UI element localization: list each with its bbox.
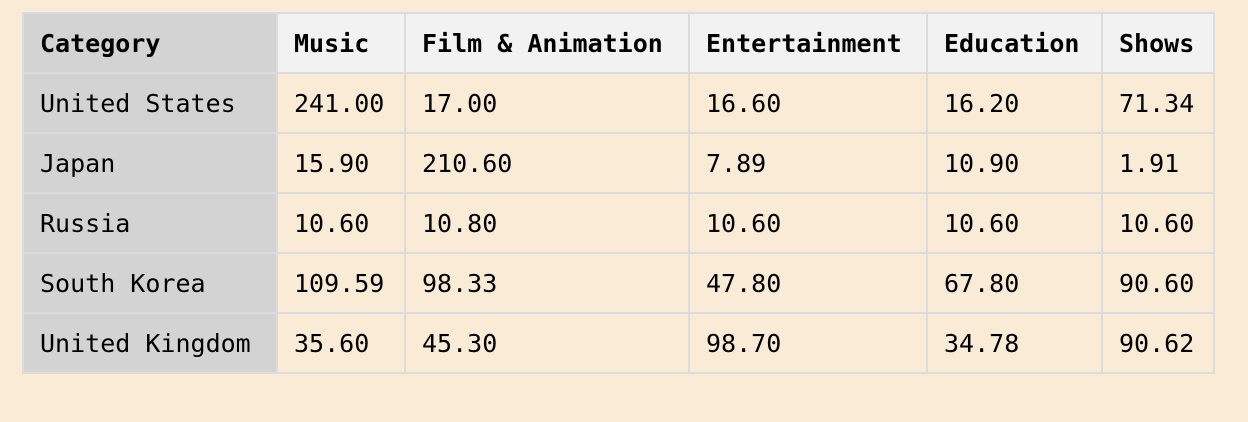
table-cell: 109.59 — [276, 252, 406, 314]
table-cell: 16.60 — [688, 72, 928, 134]
row-header-cell: South Korea — [22, 252, 278, 314]
corner-header-cell: Category — [22, 12, 278, 74]
table-cell: 10.60 — [926, 192, 1103, 254]
row-header-cell: United Kingdom — [22, 312, 278, 374]
data-table: Category Music Film & Animation Entertai… — [22, 12, 1215, 374]
table-cell: 71.34 — [1101, 72, 1215, 134]
table-cell: 10.60 — [688, 192, 928, 254]
column-header-film-animation: Film & Animation — [404, 12, 690, 74]
table-cell: 98.70 — [688, 312, 928, 374]
table-cell: 16.20 — [926, 72, 1103, 134]
table-row: Russia 10.60 10.80 10.60 10.60 10.60 — [22, 192, 1215, 254]
table-cell: 45.30 — [404, 312, 690, 374]
column-header-entertainment: Entertainment — [688, 12, 928, 74]
column-header-shows: Shows — [1101, 12, 1215, 74]
row-header-cell: United States — [22, 72, 278, 134]
table-cell: 90.62 — [1101, 312, 1215, 374]
table-header: Category Music Film & Animation Entertai… — [22, 12, 1215, 74]
table-body: United States 241.00 17.00 16.60 16.20 7… — [22, 72, 1215, 374]
table-row: United Kingdom 35.60 45.30 98.70 34.78 9… — [22, 312, 1215, 374]
table-cell: 10.90 — [926, 132, 1103, 194]
table-cell: 34.78 — [926, 312, 1103, 374]
table-row: United States 241.00 17.00 16.60 16.20 7… — [22, 72, 1215, 134]
table-cell: 1.91 — [1101, 132, 1215, 194]
table-cell: 35.60 — [276, 312, 406, 374]
header-row: Category Music Film & Animation Entertai… — [22, 12, 1215, 74]
data-table-container: Category Music Film & Animation Entertai… — [22, 12, 1215, 374]
table-cell: 15.90 — [276, 132, 406, 194]
row-header-cell: Japan — [22, 132, 278, 194]
table-cell: 10.60 — [276, 192, 406, 254]
table-cell: 47.80 — [688, 252, 928, 314]
table-cell: 241.00 — [276, 72, 406, 134]
column-header-music: Music — [276, 12, 406, 74]
column-header-education: Education — [926, 12, 1103, 74]
table-cell: 10.80 — [404, 192, 690, 254]
table-cell: 67.80 — [926, 252, 1103, 314]
table-row: South Korea 109.59 98.33 47.80 67.80 90.… — [22, 252, 1215, 314]
table-cell: 7.89 — [688, 132, 928, 194]
table-cell: 90.60 — [1101, 252, 1215, 314]
row-header-cell: Russia — [22, 192, 278, 254]
table-cell: 10.60 — [1101, 192, 1215, 254]
table-cell: 98.33 — [404, 252, 690, 314]
table-cell: 17.00 — [404, 72, 690, 134]
table-cell: 210.60 — [404, 132, 690, 194]
table-row: Japan 15.90 210.60 7.89 10.90 1.91 — [22, 132, 1215, 194]
